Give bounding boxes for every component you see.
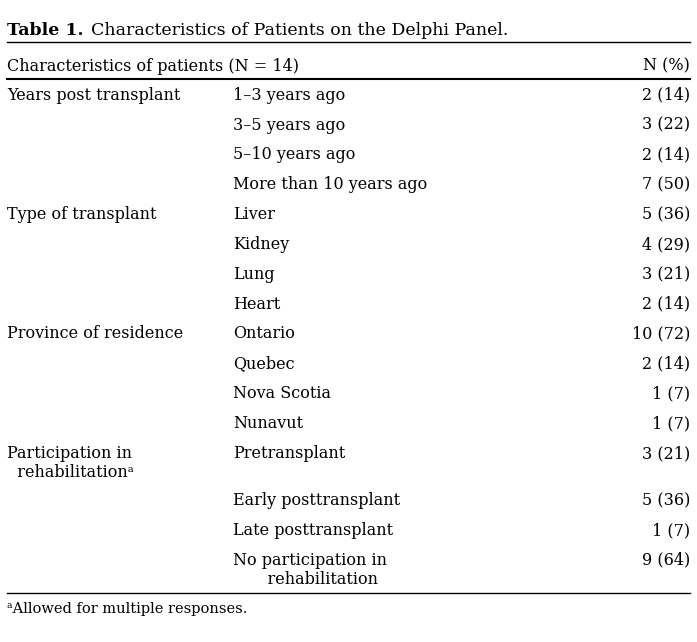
Text: Heart: Heart bbox=[233, 295, 281, 313]
Text: Kidney: Kidney bbox=[233, 236, 290, 253]
Text: 3 (21): 3 (21) bbox=[642, 266, 690, 282]
Text: Participation in: Participation in bbox=[7, 445, 132, 462]
Text: No participation in: No participation in bbox=[233, 551, 388, 569]
Text: 1 (7): 1 (7) bbox=[652, 415, 690, 432]
Text: Table 1.: Table 1. bbox=[7, 22, 84, 39]
Text: 2 (14): 2 (14) bbox=[642, 87, 690, 103]
Text: Type of transplant: Type of transplant bbox=[7, 206, 156, 223]
Text: ᵃAllowed for multiple responses.: ᵃAllowed for multiple responses. bbox=[7, 602, 247, 616]
Text: Province of residence: Province of residence bbox=[7, 325, 183, 342]
Text: 3 (22): 3 (22) bbox=[642, 117, 690, 134]
Text: 2 (14): 2 (14) bbox=[642, 146, 690, 163]
Text: 2 (14): 2 (14) bbox=[642, 295, 690, 313]
Text: Nova Scotia: Nova Scotia bbox=[233, 385, 332, 402]
Text: Years post transplant: Years post transplant bbox=[7, 87, 181, 103]
Text: 2 (14): 2 (14) bbox=[642, 355, 690, 372]
Text: 1 (7): 1 (7) bbox=[652, 385, 690, 402]
Text: 3–5 years ago: 3–5 years ago bbox=[233, 117, 346, 134]
Text: Quebec: Quebec bbox=[233, 355, 295, 372]
Text: 9 (64): 9 (64) bbox=[642, 551, 690, 569]
Text: 3 (21): 3 (21) bbox=[642, 445, 690, 462]
Text: Ontario: Ontario bbox=[233, 325, 296, 342]
Text: Characteristics of Patients on the Delphi Panel.: Characteristics of Patients on the Delph… bbox=[80, 22, 509, 39]
Text: 4 (29): 4 (29) bbox=[642, 236, 690, 253]
Text: Characteristics of patients (N = 14): Characteristics of patients (N = 14) bbox=[7, 58, 299, 74]
Text: 1 (7): 1 (7) bbox=[652, 522, 690, 539]
Text: More than 10 years ago: More than 10 years ago bbox=[233, 176, 428, 193]
Text: 5–10 years ago: 5–10 years ago bbox=[233, 146, 356, 163]
Text: Liver: Liver bbox=[233, 206, 275, 223]
Text: Pretransplant: Pretransplant bbox=[233, 445, 346, 462]
Text: 7 (50): 7 (50) bbox=[642, 176, 690, 193]
Text: Lung: Lung bbox=[233, 266, 275, 282]
Text: 5 (36): 5 (36) bbox=[642, 206, 690, 223]
Text: rehabilitationᵃ: rehabilitationᵃ bbox=[7, 464, 134, 481]
Text: Early posttransplant: Early posttransplant bbox=[233, 492, 401, 509]
Text: N (%): N (%) bbox=[643, 58, 690, 74]
Text: 10 (72): 10 (72) bbox=[631, 325, 690, 342]
Text: 1–3 years ago: 1–3 years ago bbox=[233, 87, 346, 103]
Text: Nunavut: Nunavut bbox=[233, 415, 304, 432]
Text: Late posttransplant: Late posttransplant bbox=[233, 522, 394, 539]
Text: rehabilitation: rehabilitation bbox=[247, 571, 378, 588]
Text: 5 (36): 5 (36) bbox=[642, 492, 690, 509]
